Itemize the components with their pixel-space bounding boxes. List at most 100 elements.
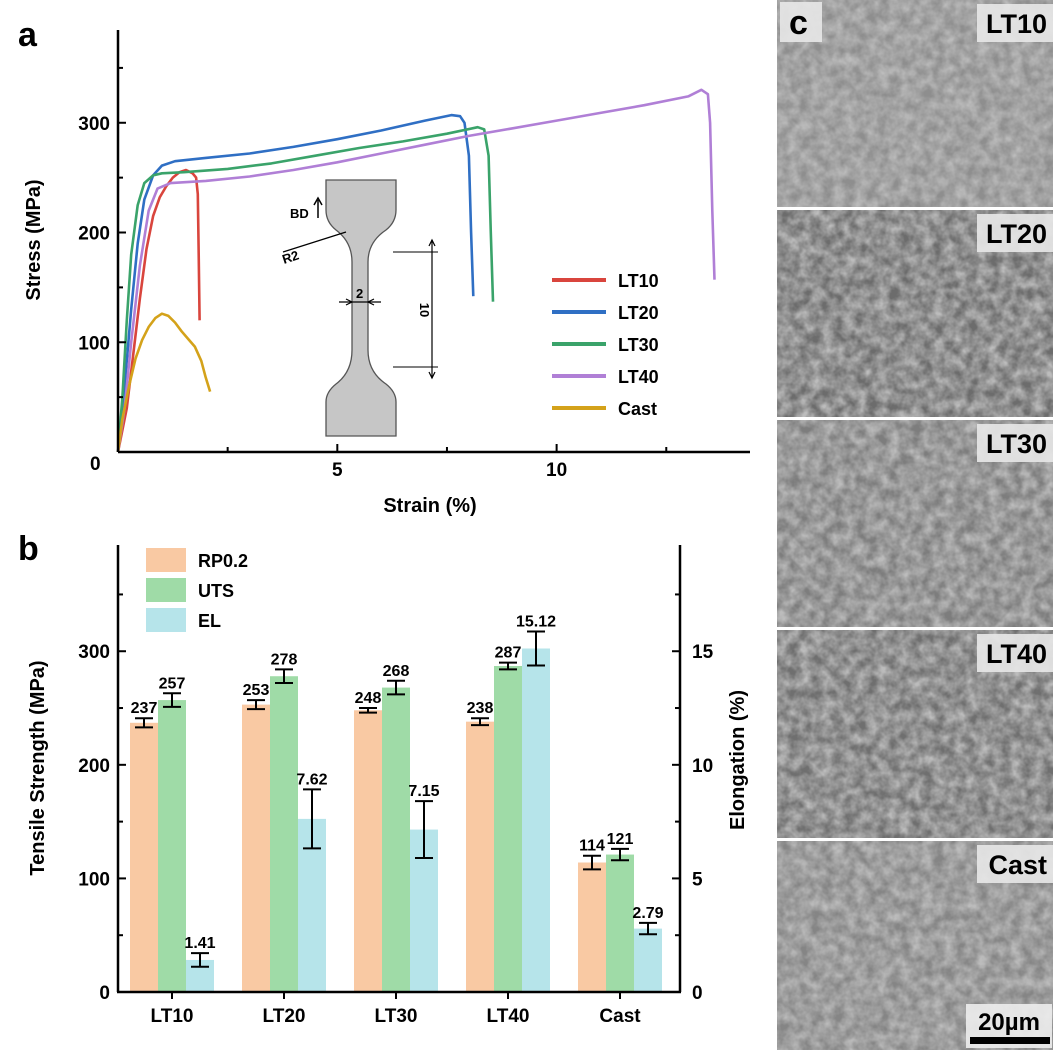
a-x-tick-label: 10 bbox=[546, 460, 567, 481]
bar-rp02-lt10 bbox=[130, 722, 158, 992]
bar-value-label: 287 bbox=[495, 645, 522, 662]
a-y-tick-label: 100 bbox=[78, 333, 110, 354]
bar-rp02-cast bbox=[578, 862, 606, 992]
b-left-tick-label: 200 bbox=[78, 756, 110, 777]
bar-value-label: 1.41 bbox=[184, 935, 215, 952]
b-legend-label-rp02: RP0.2 bbox=[198, 551, 248, 571]
legend-label-lt30: LT30 bbox=[618, 335, 659, 355]
bar-uts-cast bbox=[606, 854, 634, 992]
a-y-axis-title: Stress (MPa) bbox=[23, 179, 45, 300]
bar-value-label: 237 bbox=[131, 700, 158, 717]
b-right-tick-label: 10 bbox=[692, 756, 713, 777]
b-legend: RP0.2 UTS EL bbox=[146, 548, 248, 632]
b-legend-swatch-rp02 bbox=[146, 548, 186, 572]
bar-value-label: 7.62 bbox=[296, 771, 327, 788]
bar-uts-lt40 bbox=[494, 665, 522, 992]
bar-value-label: 268 bbox=[383, 663, 410, 680]
bar-value-label: 257 bbox=[159, 675, 186, 692]
a-legend: LT10 LT20 LT30 LT40 Cast bbox=[552, 271, 659, 419]
b-legend-label-uts: UTS bbox=[198, 581, 234, 601]
b-x-tick-label: LT30 bbox=[375, 1006, 418, 1027]
r2-leader bbox=[282, 231, 347, 253]
bd-label: BD bbox=[290, 206, 309, 221]
b-right-axis-title: Elongation (%) bbox=[727, 690, 749, 830]
micrograph-label-bg bbox=[977, 634, 1053, 672]
panel-a-stress-strain-chart: a 5 10 100 200 300 0 Strain (%) Stress (MPa)… bbox=[18, 16, 750, 517]
curve-lt30 bbox=[116, 125, 495, 453]
legend-label-lt20: LT20 bbox=[618, 303, 659, 323]
b-legend-swatch-uts bbox=[146, 578, 186, 602]
b-right-tick-label: 0 bbox=[692, 983, 703, 1004]
a-y-tick-label: 300 bbox=[78, 114, 110, 135]
micrograph-label: LT40 bbox=[986, 639, 1047, 669]
stress-strain-curves bbox=[116, 88, 716, 453]
bar-value-label: 15.12 bbox=[516, 613, 556, 630]
micrograph-lt20: LT20 bbox=[777, 210, 1053, 417]
b-right-tick-label: 15 bbox=[692, 642, 714, 663]
b-legend-label-el: EL bbox=[198, 611, 221, 631]
bar-value-label: 121 bbox=[607, 831, 634, 848]
curve-lt20 bbox=[116, 113, 475, 453]
bar-uts-lt10 bbox=[158, 700, 186, 992]
micrograph-label-bg bbox=[977, 4, 1053, 42]
b-left-tick-label: 0 bbox=[99, 983, 110, 1004]
scale-bar-label: 20µm bbox=[978, 1009, 1040, 1036]
a-x-tick-label: 5 bbox=[332, 460, 343, 481]
length-label: 10 bbox=[417, 303, 432, 317]
panel-c-micrographs: LT10 LT20 LT30 LT40 Cast c 20µm bbox=[777, 0, 1053, 1050]
bd-arrow-head bbox=[313, 196, 323, 206]
scale-bar bbox=[970, 1037, 1050, 1044]
a-y-tick-label: 200 bbox=[78, 224, 110, 245]
micrograph-label: Cast bbox=[988, 850, 1047, 880]
bar-rp02-lt20 bbox=[242, 704, 270, 992]
micrograph-label-bg bbox=[977, 214, 1053, 252]
b-x-tick-label: Cast bbox=[599, 1006, 641, 1027]
bar-value-label: 278 bbox=[271, 651, 298, 668]
b-x-tick-label: LT40 bbox=[487, 1006, 530, 1027]
specimen-inset: BD R2 2 10 bbox=[280, 179, 438, 437]
micrograph-lt40: LT40 bbox=[777, 630, 1053, 838]
b-left-tick-label: 300 bbox=[78, 642, 110, 663]
bar-value-label: 114 bbox=[579, 838, 605, 855]
b-left-tick-label: 100 bbox=[78, 869, 110, 890]
micrograph-label: LT20 bbox=[986, 219, 1047, 249]
curve-cast bbox=[116, 312, 212, 453]
panel-c-letter: c bbox=[789, 4, 808, 42]
micrograph-lt30: LT30 bbox=[777, 420, 1053, 627]
micrograph-lt10: LT10 bbox=[777, 0, 1053, 207]
length-arrows bbox=[428, 238, 436, 380]
b-x-tick-label: LT10 bbox=[151, 1006, 194, 1027]
b-legend-swatch-el bbox=[146, 608, 186, 632]
bar-value-label: 2.79 bbox=[632, 905, 663, 922]
b-right-tick-label: 5 bbox=[692, 869, 703, 890]
bar-value-label: 7.15 bbox=[408, 783, 439, 800]
legend-label-cast: Cast bbox=[618, 399, 657, 419]
bar-value-label: 248 bbox=[355, 690, 382, 707]
r2-label: R2 bbox=[280, 247, 300, 266]
micrograph-label: LT30 bbox=[986, 429, 1047, 459]
panel-c-letter-bg bbox=[780, 2, 822, 42]
curve-lt10 bbox=[116, 168, 201, 453]
b-x-tick-label: LT20 bbox=[263, 1006, 306, 1027]
panel-b-letter: b bbox=[18, 530, 39, 568]
b-ticks: 0 100 200 300 0 5 10 15 LT10 LT20 LT30 LT40 Cast bbox=[78, 593, 714, 1027]
panel-a-letter: a bbox=[18, 16, 38, 54]
bar-value-label: 253 bbox=[243, 682, 270, 699]
micrograph-label-bg bbox=[977, 424, 1053, 462]
b-left-axis-title: Tensile Strength (MPa) bbox=[27, 660, 49, 875]
micrograph-label: LT10 bbox=[986, 9, 1047, 39]
a-origin-label: 0 bbox=[90, 454, 101, 475]
curve-lt40 bbox=[116, 88, 716, 453]
width-label: 2 bbox=[356, 286, 363, 301]
micrograph-label-bg bbox=[977, 845, 1053, 883]
bar-value-label: 238 bbox=[467, 700, 494, 717]
legend-label-lt10: LT10 bbox=[618, 271, 659, 291]
bar-el-lt40 bbox=[522, 648, 550, 992]
bar-rp02-lt30 bbox=[354, 710, 382, 992]
width-arrows bbox=[345, 298, 375, 306]
bar-rp02-lt40 bbox=[466, 721, 494, 992]
